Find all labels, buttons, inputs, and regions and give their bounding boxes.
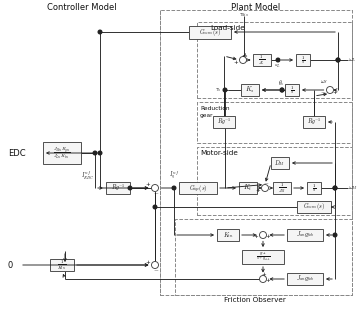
Bar xyxy=(189,25,231,38)
Text: $G_{iqc}(s)$: $G_{iqc}(s)$ xyxy=(189,183,207,193)
Bar xyxy=(273,182,291,194)
Circle shape xyxy=(93,151,97,155)
Bar xyxy=(160,10,352,295)
Bar xyxy=(242,250,284,264)
Bar xyxy=(217,229,239,241)
Text: +: + xyxy=(234,59,238,65)
Circle shape xyxy=(98,30,102,34)
Text: $\frac{1}{s}$: $\frac{1}{s}$ xyxy=(312,182,316,194)
Text: $-$: $-$ xyxy=(153,190,159,196)
Text: +: + xyxy=(146,259,150,265)
Circle shape xyxy=(151,261,159,268)
Bar xyxy=(296,54,310,66)
Circle shape xyxy=(280,88,284,92)
Circle shape xyxy=(172,186,176,190)
Text: $-$: $-$ xyxy=(241,52,247,58)
Text: $\frac{g_{fob}}{s+g_{fob}}$: $\frac{g_{fob}}{s+g_{fob}}$ xyxy=(256,251,270,263)
Text: $\frac{1}{K_{tn}}$: $\frac{1}{K_{tn}}$ xyxy=(57,258,67,272)
Text: $\frac{1}{s}$: $\frac{1}{s}$ xyxy=(301,54,305,66)
Text: $\tau_{dis}$: $\tau_{dis}$ xyxy=(239,11,249,19)
Bar xyxy=(297,201,331,213)
Circle shape xyxy=(280,88,284,92)
Circle shape xyxy=(333,233,337,237)
Circle shape xyxy=(260,232,266,238)
Bar xyxy=(239,182,257,194)
Text: $\frac{J_{Mn}R_{gn}}{J_{Ln}K_{tn}}$: $\frac{J_{Mn}R_{gn}}{J_{Ln}K_{tn}}$ xyxy=(53,145,71,161)
Text: 0: 0 xyxy=(8,260,13,269)
Text: $\frac{1}{J_M}$: $\frac{1}{J_M}$ xyxy=(278,181,286,195)
Circle shape xyxy=(261,184,269,191)
Circle shape xyxy=(223,88,227,92)
Text: +: + xyxy=(266,279,270,284)
Bar xyxy=(271,157,289,169)
Bar xyxy=(50,259,74,271)
Bar xyxy=(43,142,81,164)
Bar xyxy=(253,54,271,66)
Circle shape xyxy=(153,205,157,209)
Text: $K_t$: $K_t$ xyxy=(243,183,253,193)
Text: $\omega_L$: $\omega_L$ xyxy=(348,56,356,64)
Circle shape xyxy=(151,184,159,191)
Text: $J_{an}g_{fob}$: $J_{an}g_{fob}$ xyxy=(296,229,314,241)
Bar xyxy=(106,182,130,194)
Text: $I_q^{ref}$: $I_q^{ref}$ xyxy=(169,170,180,182)
Text: Friction Observer: Friction Observer xyxy=(224,297,286,303)
Text: $K_{tn}$: $K_{tn}$ xyxy=(223,230,233,240)
Text: $Rg^{-1}$: $Rg^{-1}$ xyxy=(307,117,321,128)
Text: $\theta_s$: $\theta_s$ xyxy=(278,78,284,88)
Text: $K_s$: $K_s$ xyxy=(245,85,255,95)
Circle shape xyxy=(336,58,340,62)
Text: $\omega_S$: $\omega_S$ xyxy=(320,78,328,86)
Bar xyxy=(197,22,352,98)
Text: Motor-side: Motor-side xyxy=(200,150,238,156)
Circle shape xyxy=(260,275,266,282)
Text: Controller Model: Controller Model xyxy=(47,3,117,12)
Text: $J_{an}g_{fob}$: $J_{an}g_{fob}$ xyxy=(296,273,314,285)
Text: Reduction: Reduction xyxy=(200,106,229,110)
Text: +: + xyxy=(266,234,270,239)
Text: $\frac{1}{J_L}$: $\frac{1}{J_L}$ xyxy=(258,53,266,67)
Text: +: + xyxy=(256,188,260,192)
Text: $a_L$: $a_L$ xyxy=(275,62,281,70)
Bar xyxy=(287,229,323,241)
Text: +: + xyxy=(146,183,150,188)
Text: EDC: EDC xyxy=(8,149,25,157)
Circle shape xyxy=(98,151,102,155)
Bar xyxy=(303,116,325,128)
Bar xyxy=(241,84,259,96)
Bar xyxy=(213,116,235,128)
Bar xyxy=(197,102,352,143)
Text: $G_{sens}(s)$: $G_{sens}(s)$ xyxy=(303,202,325,212)
Text: $\tau_s$: $\tau_s$ xyxy=(215,86,221,94)
Circle shape xyxy=(239,57,247,64)
Text: gear: gear xyxy=(200,114,214,119)
Text: $D_M$: $D_M$ xyxy=(275,158,285,168)
Text: Load-side: Load-side xyxy=(210,25,245,31)
Text: Plant Model: Plant Model xyxy=(231,3,281,12)
Bar xyxy=(197,147,352,215)
Text: +: + xyxy=(333,89,337,94)
Text: $\omega_M$: $\omega_M$ xyxy=(348,184,358,192)
Bar xyxy=(175,219,352,295)
Circle shape xyxy=(336,58,340,62)
Text: $\frac{1}{s}$: $\frac{1}{s}$ xyxy=(290,84,294,96)
Bar xyxy=(307,182,321,194)
Text: +: + xyxy=(253,234,258,239)
Circle shape xyxy=(333,186,337,190)
Circle shape xyxy=(128,186,132,190)
Text: $I_{EDC}^{ref}$: $I_{EDC}^{ref}$ xyxy=(81,170,94,182)
Text: $G_{sens}(s)$: $G_{sens}(s)$ xyxy=(199,26,221,38)
Circle shape xyxy=(276,58,280,62)
Circle shape xyxy=(326,86,334,93)
Text: $-$: $-$ xyxy=(263,181,269,185)
Bar xyxy=(285,84,299,96)
Circle shape xyxy=(333,186,337,190)
Text: +: + xyxy=(262,272,266,276)
Text: $-$: $-$ xyxy=(320,89,326,94)
Bar xyxy=(287,273,323,285)
Text: $-$: $-$ xyxy=(153,267,159,273)
Text: $Rg^{-1}$: $Rg^{-1}$ xyxy=(217,117,231,128)
Bar xyxy=(179,182,217,194)
Text: $Rg^{-1}$: $Rg^{-1}$ xyxy=(111,183,125,193)
